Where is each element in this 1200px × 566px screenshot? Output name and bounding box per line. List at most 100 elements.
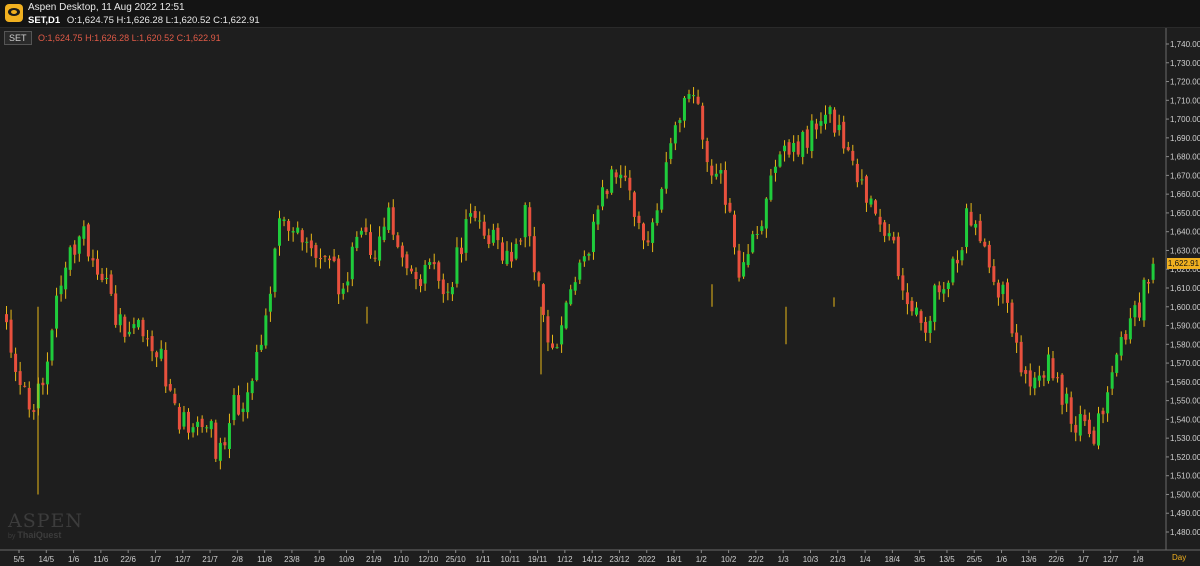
candle-body (291, 231, 295, 233)
candle-body (214, 422, 218, 459)
candle-body (168, 384, 172, 391)
candle-body (632, 192, 636, 217)
candle-body (232, 394, 236, 421)
candle-body (159, 348, 163, 359)
price-axis[interactable]: 1,740.00 1,730.00 1,720.00 1,710.00 1,700.00… (1165, 28, 1200, 550)
time-label: 10/2 (721, 555, 737, 564)
candle-body (623, 175, 627, 178)
candle-body (996, 282, 1000, 298)
candle-body (915, 307, 918, 315)
candle-body (937, 285, 941, 293)
chart-area[interactable]: 1,740.00 1,730.00 1,720.00 1,710.00 1,700.00… (0, 28, 1200, 566)
candle-body (464, 219, 468, 253)
candle-body (109, 274, 113, 294)
candle-body (619, 174, 623, 179)
candle-body (710, 165, 714, 176)
candle-body (441, 279, 445, 295)
candle-body (1024, 370, 1028, 374)
candle-body (496, 227, 500, 241)
candle-body (100, 273, 104, 280)
candle-body (1142, 279, 1146, 321)
price-label: 1,570.00 (1170, 359, 1200, 368)
time-label: 3/5 (914, 555, 926, 564)
candle-body (1128, 318, 1132, 340)
candle-body (118, 314, 122, 326)
time-label: 1/10 (393, 555, 409, 564)
candle-body (191, 427, 195, 433)
candle-body (1124, 334, 1128, 340)
candle-body (519, 240, 523, 242)
candle-body (1060, 374, 1064, 405)
candle-body (86, 224, 90, 257)
price-label: 1,540.00 (1170, 415, 1200, 424)
price-label: 1,700.00 (1170, 115, 1200, 124)
price-label: 1,530.00 (1170, 434, 1200, 443)
candle-body (164, 349, 168, 387)
candle-body (587, 253, 591, 256)
candle-body (341, 288, 345, 294)
candle-body (323, 256, 327, 258)
aspen-watermark: ASPEN by ThaiQuest (8, 510, 83, 540)
candle-body (9, 319, 13, 353)
candle-body (573, 282, 577, 291)
time-label: 10/11 (501, 555, 521, 564)
candle-body (610, 169, 614, 193)
candle-body (687, 94, 691, 99)
candle-body (18, 371, 22, 385)
candle-body (696, 96, 700, 104)
ohlc-header: O:1,624.75 H:1,626.28 L:1,620.52 C:1,622… (66, 15, 260, 26)
time-label: 11/8 (257, 555, 273, 564)
candle-body (259, 344, 263, 350)
candle-body (1087, 419, 1091, 435)
candle-body (655, 210, 659, 224)
candle-body (828, 107, 832, 115)
candle-body (227, 423, 231, 449)
candle-body (455, 247, 459, 284)
candle-body (5, 314, 8, 323)
candle-body (651, 222, 655, 243)
time-label: 1/6 (68, 555, 80, 564)
candle-body (510, 251, 514, 262)
time-label: 14/5 (39, 555, 55, 564)
candle-body (928, 320, 932, 333)
candle-body (537, 272, 541, 281)
price-label: 1,560.00 (1170, 378, 1200, 387)
candle-body (146, 338, 150, 340)
candle-body (332, 256, 336, 261)
time-label: 25/10 (446, 555, 467, 564)
candle-body (355, 236, 359, 249)
time-axis[interactable]: 5/5 14/5 1/6 11/6 22/6 1/7 12/7 21/7 2/8 11/8 23/8… (0, 549, 1200, 564)
price-label: 1,510.00 (1170, 472, 1200, 481)
candle-body (437, 262, 441, 281)
period-label[interactable]: Day (1172, 553, 1187, 562)
candle-body (1083, 414, 1087, 422)
candle-body (514, 243, 518, 259)
candle-body (387, 207, 391, 230)
candle-body (1019, 341, 1023, 373)
time-label: 13/6 (1021, 555, 1037, 564)
candle-body (1137, 302, 1141, 318)
candle-body (241, 408, 245, 412)
candle-body (123, 316, 127, 337)
candle-body (787, 142, 791, 155)
candle-body (810, 120, 814, 152)
time-label: 1/6 (996, 555, 1008, 564)
candle-body (237, 395, 241, 415)
candle-body (432, 262, 436, 265)
price-label: 1,670.00 (1170, 171, 1200, 180)
candle-body (851, 150, 855, 161)
candle-body (528, 207, 532, 237)
symbol-badge[interactable]: SET (4, 31, 32, 45)
candle-body (960, 250, 964, 261)
time-label: 21/7 (202, 555, 218, 564)
candle-body (532, 236, 536, 273)
candle-body (969, 211, 973, 226)
candle-body (978, 220, 982, 242)
candle-body (751, 234, 755, 253)
candle-body (646, 240, 650, 243)
price-label: 1,680.00 (1170, 153, 1200, 162)
candle-body (792, 143, 796, 152)
time-label: 1/7 (1078, 555, 1090, 564)
candlestick-chart[interactable]: 1,740.00 1,730.00 1,720.00 1,710.00 1,700.00… (0, 28, 1200, 566)
symbol-label[interactable]: SET,D1 (28, 15, 61, 26)
